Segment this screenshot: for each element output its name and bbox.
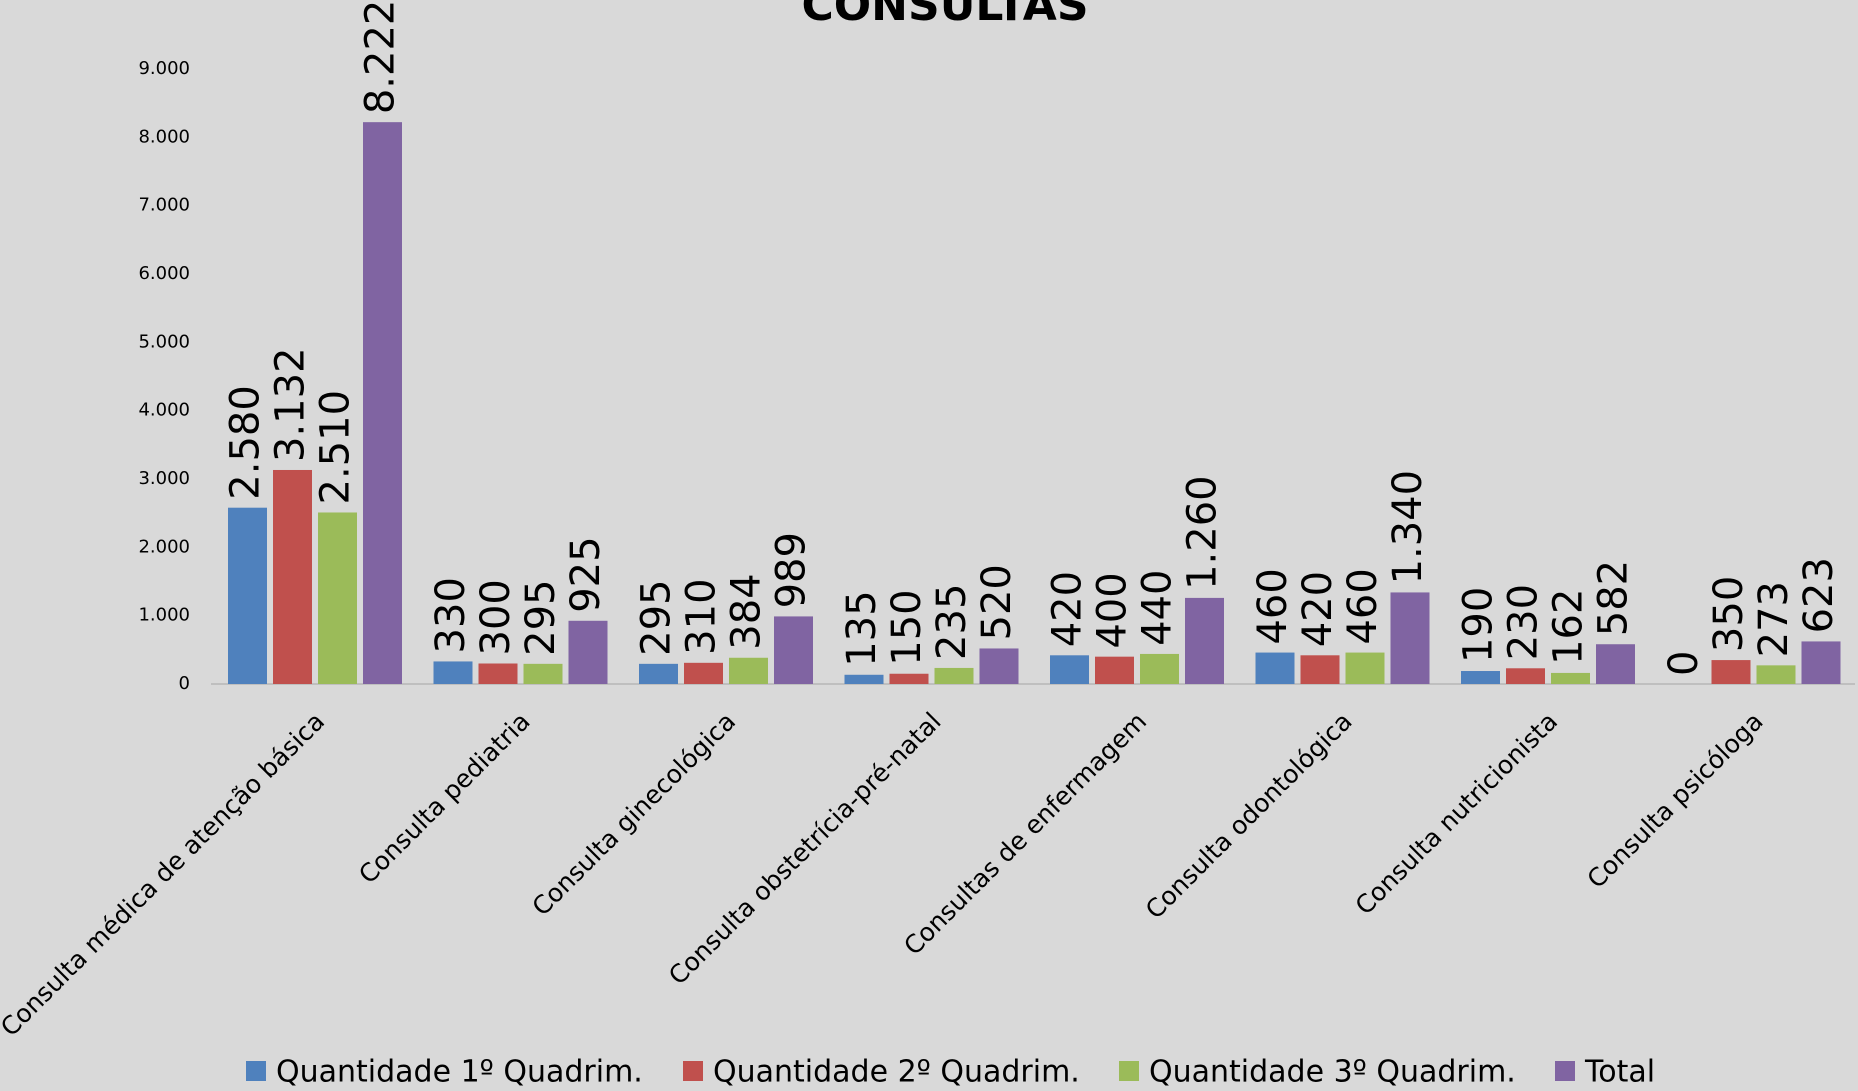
value-label: 582 [1591,560,1637,636]
value-label: 623 [1796,557,1842,633]
value-label: 989 [769,532,815,608]
value-label: 3.132 [268,347,314,462]
bar [729,657,768,684]
bar [228,507,267,684]
value-label: 520 [974,564,1020,640]
bar [684,662,723,684]
legend-swatch [683,1061,703,1081]
value-label: 384 [724,573,770,649]
value-label: 2.580 [223,385,269,500]
bar [844,674,884,684]
value-label: 440 [1135,570,1181,646]
value-label: 295 [634,579,680,655]
value-label: 300 [473,579,519,655]
bar [478,663,518,684]
y-tick-label: 9.000 [138,58,190,79]
value-label: 230 [1501,584,1547,660]
bar [1506,668,1545,684]
bar [934,667,974,684]
legend-swatch [1555,1061,1575,1081]
legend-swatch [246,1061,266,1081]
bar [1711,660,1751,684]
value-label: 8.222 [358,0,404,114]
legend-swatch [1119,1061,1139,1081]
bar [363,122,402,684]
legend-label: Quantidade 1º Quadrim. [276,1055,643,1090]
value-label: 400 [1090,572,1136,648]
legend-label: Quantidade 2º Quadrim. [713,1055,1080,1090]
value-label: 350 [1706,576,1752,652]
value-label: 150 [884,589,930,665]
legend-label: Total [1584,1055,1655,1090]
value-label: 273 [1751,581,1797,657]
y-tick-label: 8.000 [138,126,190,147]
x-tick-label: Consulta ginecológica [526,707,741,922]
x-tick-label: Consulta médica de atenção básica [0,707,330,1042]
bar [1050,655,1089,684]
bar [523,663,563,684]
y-tick-label: 6.000 [138,263,190,284]
bar [979,648,1019,684]
bar [1345,652,1385,684]
value-label: 190 [1456,587,1502,663]
value-label: 420 [1295,571,1341,647]
y-tick-label: 1.000 [138,605,190,626]
y-tick-label: 0 [179,673,190,694]
bar [639,663,678,684]
value-label: 460 [1340,568,1386,644]
bar [1756,665,1796,684]
value-label: 310 [679,578,725,654]
value-label: 295 [518,579,564,655]
y-tick-label: 5.000 [138,331,190,352]
value-label: 0 [1661,651,1707,676]
value-label: 235 [929,584,975,660]
y-tick-label: 7.000 [138,195,190,216]
x-tick-label: Consulta nutricionista [1350,707,1564,921]
x-tick-label: Consultas de enfermagem [898,707,1152,961]
bar [1461,671,1500,684]
bar [1300,655,1340,684]
bar [1255,652,1295,684]
value-label: 2.510 [313,390,359,505]
bar [1551,672,1590,684]
bar [1185,597,1224,684]
value-label: 135 [839,590,885,666]
legend-label: Quantidade 3º Quadrim. [1149,1055,1516,1090]
bar [1140,653,1179,684]
bar [774,616,813,684]
value-label: 460 [1250,568,1296,644]
value-label: 330 [428,577,474,653]
y-tick-label: 2.000 [138,536,190,557]
y-tick-label: 4.000 [138,400,190,421]
bar [1095,656,1134,684]
value-label: 162 [1546,589,1592,665]
bar [273,469,312,684]
value-label: 1.260 [1180,475,1226,590]
chart-title: CONSULTAS [801,0,1088,31]
value-label: 925 [563,536,609,612]
bar [889,673,929,684]
x-tick-label: Consulta psicóloga [1581,707,1768,894]
y-tick-label: 3.000 [138,468,190,489]
value-label: 1.340 [1385,470,1431,585]
x-tick-label: Consulta odontológica [1140,707,1358,925]
bar [1596,644,1635,684]
bar [1801,641,1841,684]
bar [568,620,608,684]
bar [1390,592,1430,684]
bar [433,661,473,684]
bar [318,512,357,684]
x-tick-label: Consulta pediatria [353,707,536,890]
value-label: 420 [1045,571,1091,647]
